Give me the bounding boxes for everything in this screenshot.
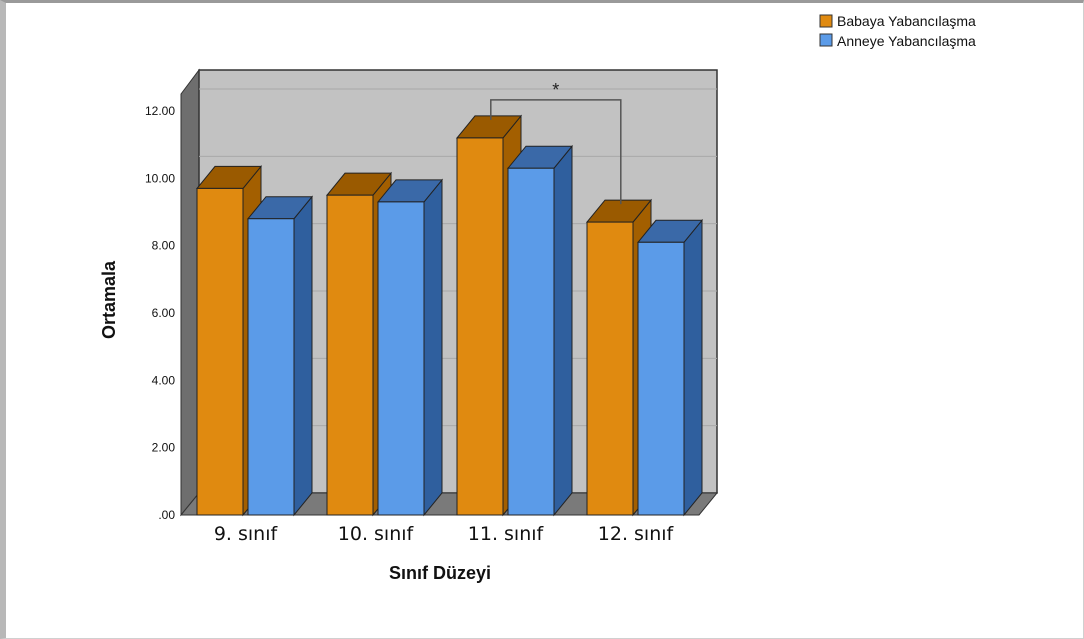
bar-front	[326, 194, 374, 516]
bar-anneye-12	[636, 218, 704, 517]
side-wall	[180, 68, 200, 517]
bar-anneye-9	[246, 195, 314, 517]
bar-anneye-10	[376, 178, 444, 517]
significance-annotation: *	[490, 80, 622, 205]
legend: Babaya Yabancılaşma Anneye Yabancılaşma	[819, 13, 976, 49]
bar-side	[683, 218, 703, 517]
x-category-label: 9. sınıf	[214, 523, 279, 545]
y-tick-label: 12.00	[145, 104, 175, 118]
x-category-label: 10. sınıf	[338, 523, 415, 545]
significance-star: *	[552, 80, 559, 100]
x-category-label: 11. sınıf	[468, 523, 545, 545]
legend-label-anneye: Anneye Yabancılaşma	[837, 33, 976, 49]
x-categories: 9. sınıf 10. sınıf 11. sınıf 12. sınıf	[214, 523, 675, 545]
bar-anneye-11	[506, 144, 574, 517]
y-tick-label: .00	[158, 508, 175, 522]
legend-label-babaya: Babaya Yabancılaşma	[837, 13, 976, 29]
bar-front	[377, 201, 425, 516]
significance-bracket	[490, 99, 622, 205]
bar-side	[423, 178, 443, 517]
y-tick-label: 4.00	[152, 373, 176, 387]
bar-front	[247, 218, 295, 516]
bar-front	[637, 241, 685, 516]
y-tick-label: 10.00	[145, 171, 175, 185]
y-ticks: .00 2.00 4.00 6.00 8.00 10.00 12.00	[145, 104, 175, 522]
y-tick-label: 8.00	[152, 239, 176, 253]
legend-swatch-babaya	[819, 14, 833, 28]
y-tick-label: 6.00	[152, 306, 176, 320]
bars	[195, 114, 704, 517]
bar-front	[456, 137, 504, 516]
y-tick-label: 2.00	[152, 441, 176, 455]
bar-front	[196, 187, 244, 516]
y-axis-title: Ortamala	[99, 260, 119, 339]
legend-swatch-anneye	[819, 33, 833, 47]
bar-side	[553, 144, 573, 517]
bar-side	[293, 195, 313, 517]
bar-front	[586, 221, 634, 516]
x-axis-title: Sınıf Düzeyi	[389, 563, 491, 583]
bar-front	[507, 167, 555, 516]
x-category-label: 12. sınıf	[598, 523, 675, 545]
